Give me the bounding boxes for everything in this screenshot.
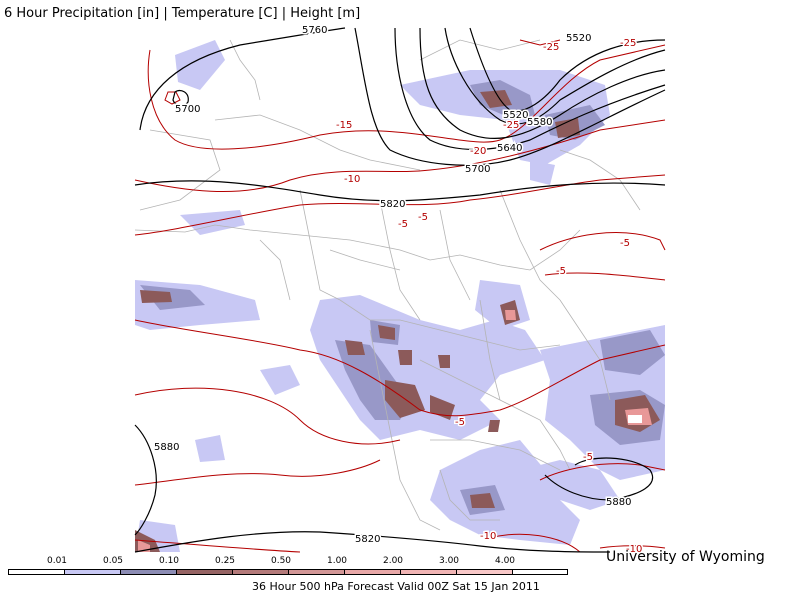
temp-label: -25 xyxy=(503,120,519,131)
temp-label: -10 xyxy=(626,544,642,555)
legend-separator xyxy=(64,569,65,575)
temp-label: -5 xyxy=(398,219,408,230)
legend-tick: 0.05 xyxy=(102,556,124,566)
temperature-contours xyxy=(134,39,666,553)
legend-color-box xyxy=(176,569,232,575)
legend-color-box xyxy=(512,569,568,575)
height-label: 5760 xyxy=(302,25,327,36)
legend-tick: 1.00 xyxy=(326,556,348,566)
temp-label: -10 xyxy=(480,531,496,542)
legend-tick: 0.50 xyxy=(270,556,292,566)
legend-color-box xyxy=(232,569,288,575)
temp-label: -5 xyxy=(418,212,428,223)
legend-color-box xyxy=(64,569,120,575)
legend-separator xyxy=(288,569,289,575)
legend-separator xyxy=(120,569,121,575)
height-label: 5820 xyxy=(355,534,380,545)
legend-tick: 0.01 xyxy=(46,556,68,566)
temp-label: -10 xyxy=(344,174,360,185)
legend-separator xyxy=(176,569,177,575)
height-label: 5520 xyxy=(566,33,591,44)
temp-label: -20 xyxy=(470,146,486,157)
legend-tick: 3.00 xyxy=(438,556,460,566)
legend-tick: 0.25 xyxy=(214,556,236,566)
height-contours xyxy=(134,27,666,553)
height-label: 5700 xyxy=(465,164,490,175)
legend-color-box xyxy=(344,569,400,575)
legend-color-box xyxy=(456,569,512,575)
height-label: 5820 xyxy=(380,199,405,210)
temp-label: -15 xyxy=(336,120,352,131)
precip-peak xyxy=(628,415,642,423)
temp-label: -5 xyxy=(455,417,465,428)
legend-separator xyxy=(512,569,513,575)
legend-color-box xyxy=(288,569,344,575)
temp-labels: -25 -25 -25 -15 -20 -10 -5 -5 -5 -5 -5 -… xyxy=(335,37,644,557)
country-borders xyxy=(134,39,641,531)
legend-tick: 4.00 xyxy=(494,556,516,566)
legend-color-box xyxy=(400,569,456,575)
credit-text: University of Wyoming xyxy=(606,549,765,565)
height-label: 5580 xyxy=(527,117,552,128)
legend-tick: 0.10 xyxy=(158,556,180,566)
legend-separator xyxy=(456,569,457,575)
valid-time: 36 Hour 500 hPa Forecast Valid 00Z Sat 1… xyxy=(252,580,540,593)
temp-label: -25 xyxy=(543,42,559,53)
temp-label: -5 xyxy=(620,238,630,249)
temp-label: -25 xyxy=(620,38,636,49)
temp-label: -5 xyxy=(556,266,566,277)
legend-color-box xyxy=(8,569,64,575)
legend-tick: 2.00 xyxy=(382,556,404,566)
map-title: 6 Hour Precipitation [in] | Temperature … xyxy=(4,6,361,21)
height-label: 5880 xyxy=(606,497,631,508)
height-labels: 5760 5520 5700 5520 5580 5640 5700 5820 … xyxy=(153,24,633,547)
legend-separator xyxy=(232,569,233,575)
height-label: 5520 xyxy=(503,110,528,121)
height-label: 5640 xyxy=(497,143,522,154)
legend-color-box xyxy=(120,569,176,575)
height-label: 5880 xyxy=(154,442,179,453)
temp-label: -5 xyxy=(583,452,593,463)
height-label: 5700 xyxy=(175,104,200,115)
legend-separator xyxy=(344,569,345,575)
legend-separator xyxy=(400,569,401,575)
